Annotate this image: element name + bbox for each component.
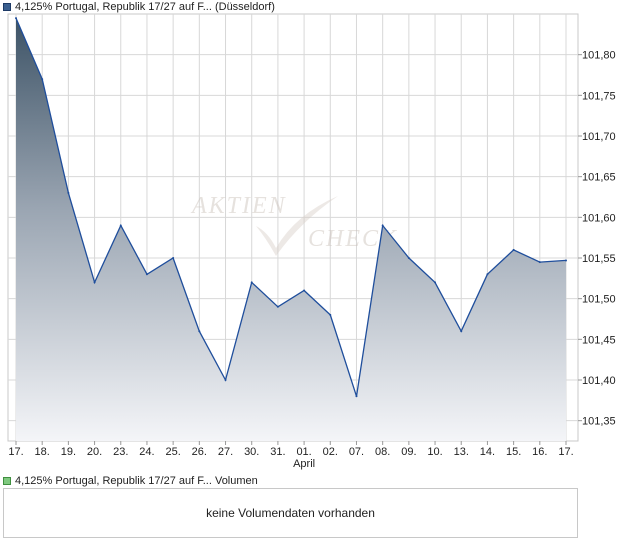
x-tick-label: 30. (244, 446, 259, 458)
x-tick-label: 01. (296, 446, 311, 458)
price-data-point (172, 257, 175, 259)
x-tick-label: 17. (8, 446, 23, 458)
price-data-point (145, 273, 148, 276)
y-tick-label: 101,75 (582, 90, 616, 102)
y-tick-label: 101,60 (582, 212, 616, 224)
price-data-point (381, 224, 384, 227)
price-data-point (303, 289, 306, 292)
volume-legend-label: 4,125% Portugal, Republik 17/27 auf F...… (15, 475, 258, 487)
price-chart: AKTIEN CHECK 17. 18. 19. 20. 23. 24. 25. 26. 27.… (7, 13, 616, 470)
price-legend-swatch (3, 3, 11, 11)
x-tick-label: 09. (401, 446, 416, 458)
y-tick-label: 101,70 (582, 131, 616, 143)
x-tick-label: 31. (270, 446, 285, 458)
x-tick-label: 24. (139, 446, 154, 458)
x-tick-label: 15. (506, 446, 521, 458)
watermark-check-icon (256, 196, 338, 256)
volume-empty-message: keine Volumendaten vorhanden (206, 506, 375, 520)
x-tick-label: 08. (375, 446, 390, 458)
volume-legend: 4,125% Portugal, Republik 17/27 auf F...… (3, 474, 258, 488)
x-tick-label: 19. (61, 446, 76, 458)
volume-legend-swatch (3, 477, 11, 485)
price-data-point (355, 395, 358, 398)
x-tick-label: 27. (218, 446, 233, 458)
x-tick-label: 23. (113, 446, 128, 458)
x-tick-label: 14. (480, 446, 495, 458)
price-data-point (41, 78, 44, 81)
price-data-point (329, 313, 332, 316)
price-data-point (486, 273, 489, 276)
x-tick-label: 16. (532, 446, 547, 458)
x-tick-label: 10. (427, 446, 442, 458)
price-data-point (198, 330, 201, 333)
x-tick-label: 20. (87, 446, 102, 458)
x-tick-label: 25. (165, 446, 180, 458)
y-tick-label: 101,35 (582, 416, 616, 428)
price-area-fill (16, 18, 566, 441)
price-data-point (565, 259, 567, 262)
x-tick-label: 26. (192, 446, 207, 458)
price-series-line (15, 17, 567, 397)
price-data-point (512, 248, 515, 251)
y-tick-label: 101,50 (582, 294, 616, 306)
price-legend-label: 4,125% Portugal, Republik 17/27 auf F...… (15, 1, 275, 13)
y-tick-label: 101,65 (582, 172, 616, 184)
price-data-point (434, 281, 437, 284)
y-tick-label: 101,45 (582, 334, 616, 346)
y-tick-label: 101,40 (582, 375, 616, 387)
price-legend: 4,125% Portugal, Republik 17/27 auf F...… (3, 0, 275, 14)
x-tick-label: 02. (323, 446, 338, 458)
price-data-point (276, 305, 279, 308)
price-data-point (407, 257, 410, 259)
y-axis-ticks: 101,35 101,40 101,45 101,50 101,55 101,60 101,… (578, 50, 616, 428)
price-data-point (67, 191, 70, 194)
price-data-point (460, 330, 463, 333)
price-data-point (119, 224, 122, 227)
price-data-point (538, 261, 541, 264)
y-tick-label: 101,80 (582, 50, 616, 62)
x-tick-label: 18. (35, 446, 50, 458)
price-area (15, 17, 567, 441)
volume-panel: keine Volumendaten vorhanden (3, 488, 578, 538)
price-data-point (15, 17, 17, 20)
price-data-point (224, 379, 227, 381)
x-month-label: April (293, 458, 315, 470)
watermark-text-1: AKTIEN (190, 193, 287, 219)
x-tick-label: 17. (558, 446, 573, 458)
y-tick-label: 101,55 (582, 253, 616, 265)
price-data-point (250, 281, 253, 284)
price-data-point (93, 281, 96, 284)
x-axis-ticks: 17. 18. 19. 20. 23. 24. 25. 26. 27. 30. 31. 01. 02. 0… (8, 441, 574, 470)
x-tick-label: 07. (349, 446, 364, 458)
x-tick-label: 13. (454, 446, 469, 458)
